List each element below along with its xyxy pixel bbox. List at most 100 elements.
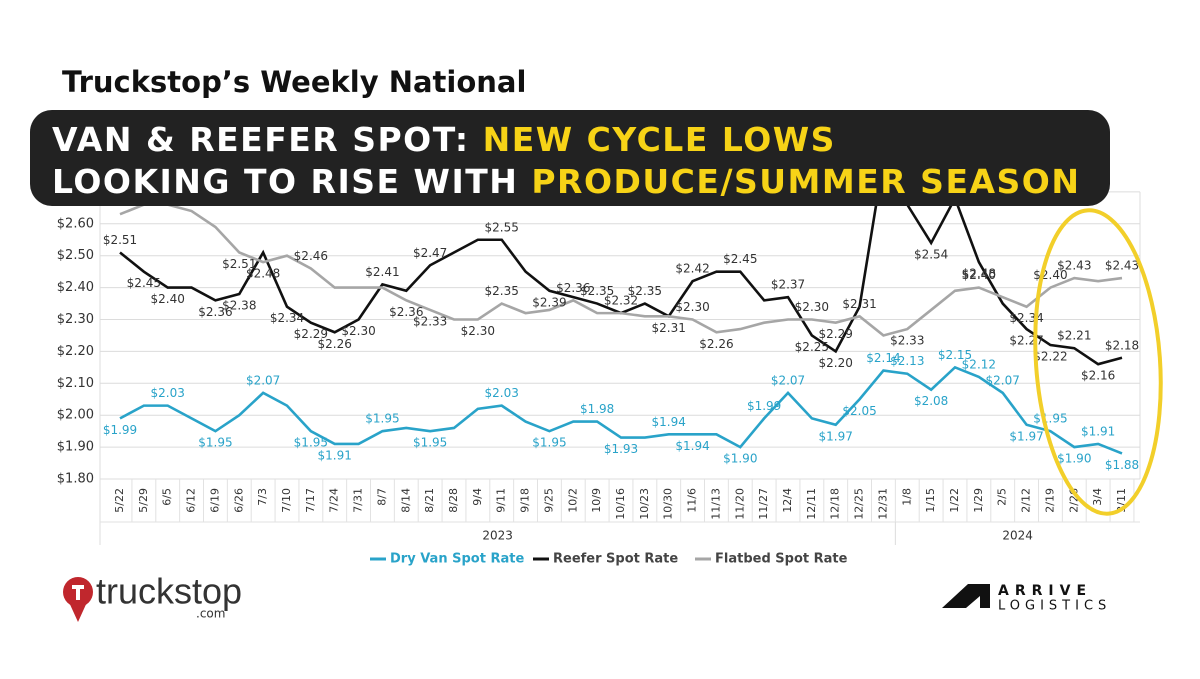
data-label: $2.46 — [294, 249, 328, 263]
x-tick-label: 10/23 — [638, 488, 651, 520]
x-tick-label: 1/29 — [972, 488, 985, 513]
data-label: $1.93 — [604, 442, 638, 456]
data-label: $2.21 — [1057, 329, 1091, 343]
x-tick-label: 10/30 — [662, 488, 675, 520]
data-label: $2.18 — [1105, 338, 1139, 352]
data-label: $2.03 — [485, 386, 519, 400]
x-tick-label: 12/25 — [853, 488, 866, 520]
highlight-circle — [1033, 208, 1163, 516]
x-tick-label: 12/11 — [805, 488, 818, 520]
data-label: $2.05 — [842, 404, 876, 418]
data-label: $2.12 — [962, 357, 996, 371]
logo-icon — [942, 584, 990, 608]
x-tick-label: 9/25 — [542, 488, 555, 513]
series-line — [119, 203, 1123, 337]
year-label: 2024 — [1002, 529, 1033, 543]
data-label: $2.48 — [246, 267, 280, 281]
data-label: $2.08 — [914, 394, 948, 408]
x-tick-label: 10/2 — [566, 488, 579, 513]
data-label: $1.95 — [365, 412, 399, 426]
data-label: $2.45 — [723, 252, 757, 266]
y-tick-label: $2.40 — [57, 280, 94, 295]
series-line — [119, 365, 1123, 455]
data-label: $1.90 — [723, 452, 757, 466]
data-label: $2.35 — [485, 284, 519, 298]
data-label: $2.20 — [819, 356, 853, 370]
banner-line: VAN & REEFER SPOT: NEW CYCLE LOWS — [52, 120, 836, 159]
data-label: $2.36 — [198, 305, 232, 319]
x-tick-label: 9/4 — [471, 488, 484, 506]
data-label: $1.97 — [1009, 429, 1043, 443]
x-tick-label: 6/26 — [232, 488, 245, 513]
data-label: $2.36 — [389, 305, 423, 319]
data-label: $2.48 — [962, 267, 996, 281]
x-tick-label: 5/29 — [137, 488, 150, 513]
x-tick-label: 9/18 — [519, 488, 532, 513]
data-label: $2.29 — [294, 327, 328, 341]
data-label: $2.22 — [1033, 350, 1067, 364]
x-tick-label: 1/15 — [924, 488, 937, 513]
data-label: $1.94 — [675, 439, 709, 453]
data-label: $2.47 — [413, 246, 447, 260]
x-tick-label: 1/22 — [948, 488, 961, 513]
data-label: $2.29 — [819, 327, 853, 341]
logo-icon — [76, 588, 80, 600]
y-tick-label: $2.20 — [57, 344, 94, 359]
x-tick-label: 12/31 — [876, 488, 889, 520]
data-label: $2.30 — [461, 324, 495, 338]
data-label: $2.30 — [675, 300, 709, 314]
data-label: $2.13 — [890, 354, 924, 368]
data-label: $2.14 — [866, 351, 900, 365]
data-label: $1.95 — [1033, 412, 1067, 426]
banner — [30, 110, 1110, 206]
data-label: $1.99 — [747, 399, 781, 413]
data-label: $2.15 — [938, 348, 972, 362]
data-label: $2.43 — [1057, 259, 1091, 273]
data-label: $1.94 — [652, 415, 686, 429]
x-tick-label: 7/31 — [352, 488, 365, 513]
data-label: $2.51 — [222, 257, 256, 271]
x-tick-label: 10/16 — [614, 488, 627, 520]
data-label: $2.07 — [986, 373, 1020, 387]
data-label: $2.27 — [1009, 334, 1043, 348]
data-label: $2.30 — [795, 300, 829, 314]
year-label: 2023 — [482, 529, 513, 543]
data-label: $1.95 — [413, 436, 447, 450]
data-label: $2.42 — [675, 262, 709, 276]
logo-text: truckstop — [96, 571, 242, 612]
data-label: $2.37 — [771, 278, 805, 292]
banner-highlight: NEW CYCLE LOWS — [483, 120, 836, 159]
logo-text: ARRIVE — [998, 583, 1092, 599]
y-tick-label: $1.90 — [57, 440, 94, 455]
y-tick-label: $2.50 — [57, 248, 94, 263]
x-tick-label: 3/4 — [1091, 488, 1104, 506]
data-label: $2.33 — [413, 314, 447, 328]
data-label: $2.34 — [1009, 311, 1043, 325]
banner-text: VAN & REEFER SPOT: — [52, 120, 483, 159]
data-label: $2.26 — [318, 337, 352, 351]
data-label: $2.33 — [890, 334, 924, 348]
data-label: $2.40 — [962, 268, 996, 282]
x-tick-label: 12/18 — [829, 488, 842, 520]
labels: $1.99$2.03$1.95$2.07$1.95$1.91$1.95$1.95… — [103, 220, 1139, 566]
data-label: $1.95 — [198, 436, 232, 450]
data-label: $2.26 — [699, 337, 733, 351]
y-tick-label: $2.60 — [57, 216, 94, 231]
y-tick-label: $2.00 — [57, 408, 94, 423]
x-tick-label: 7/17 — [304, 488, 317, 513]
logo-sub: .com — [196, 607, 225, 621]
x-tick-label: 7/3 — [256, 488, 269, 506]
banner-text: LOOKING TO RISE WITH — [52, 162, 531, 201]
logo-icon — [68, 600, 88, 622]
data-label: $2.25 — [795, 340, 829, 354]
banner-highlight: PRODUCE/SUMMER SEASON — [531, 162, 1080, 201]
x-tick-label: 2/19 — [1043, 488, 1056, 513]
data-label: $1.99 — [103, 423, 137, 437]
data-label: $2.07 — [246, 373, 280, 387]
data-label: $1.97 — [819, 429, 853, 443]
data-label: $2.40 — [151, 292, 185, 306]
legend-label: Reefer Spot Rate — [553, 552, 678, 567]
data-label: $1.88 — [1105, 458, 1139, 472]
data-label: $2.34 — [270, 311, 304, 325]
x-tick-label: 6/12 — [185, 488, 198, 513]
